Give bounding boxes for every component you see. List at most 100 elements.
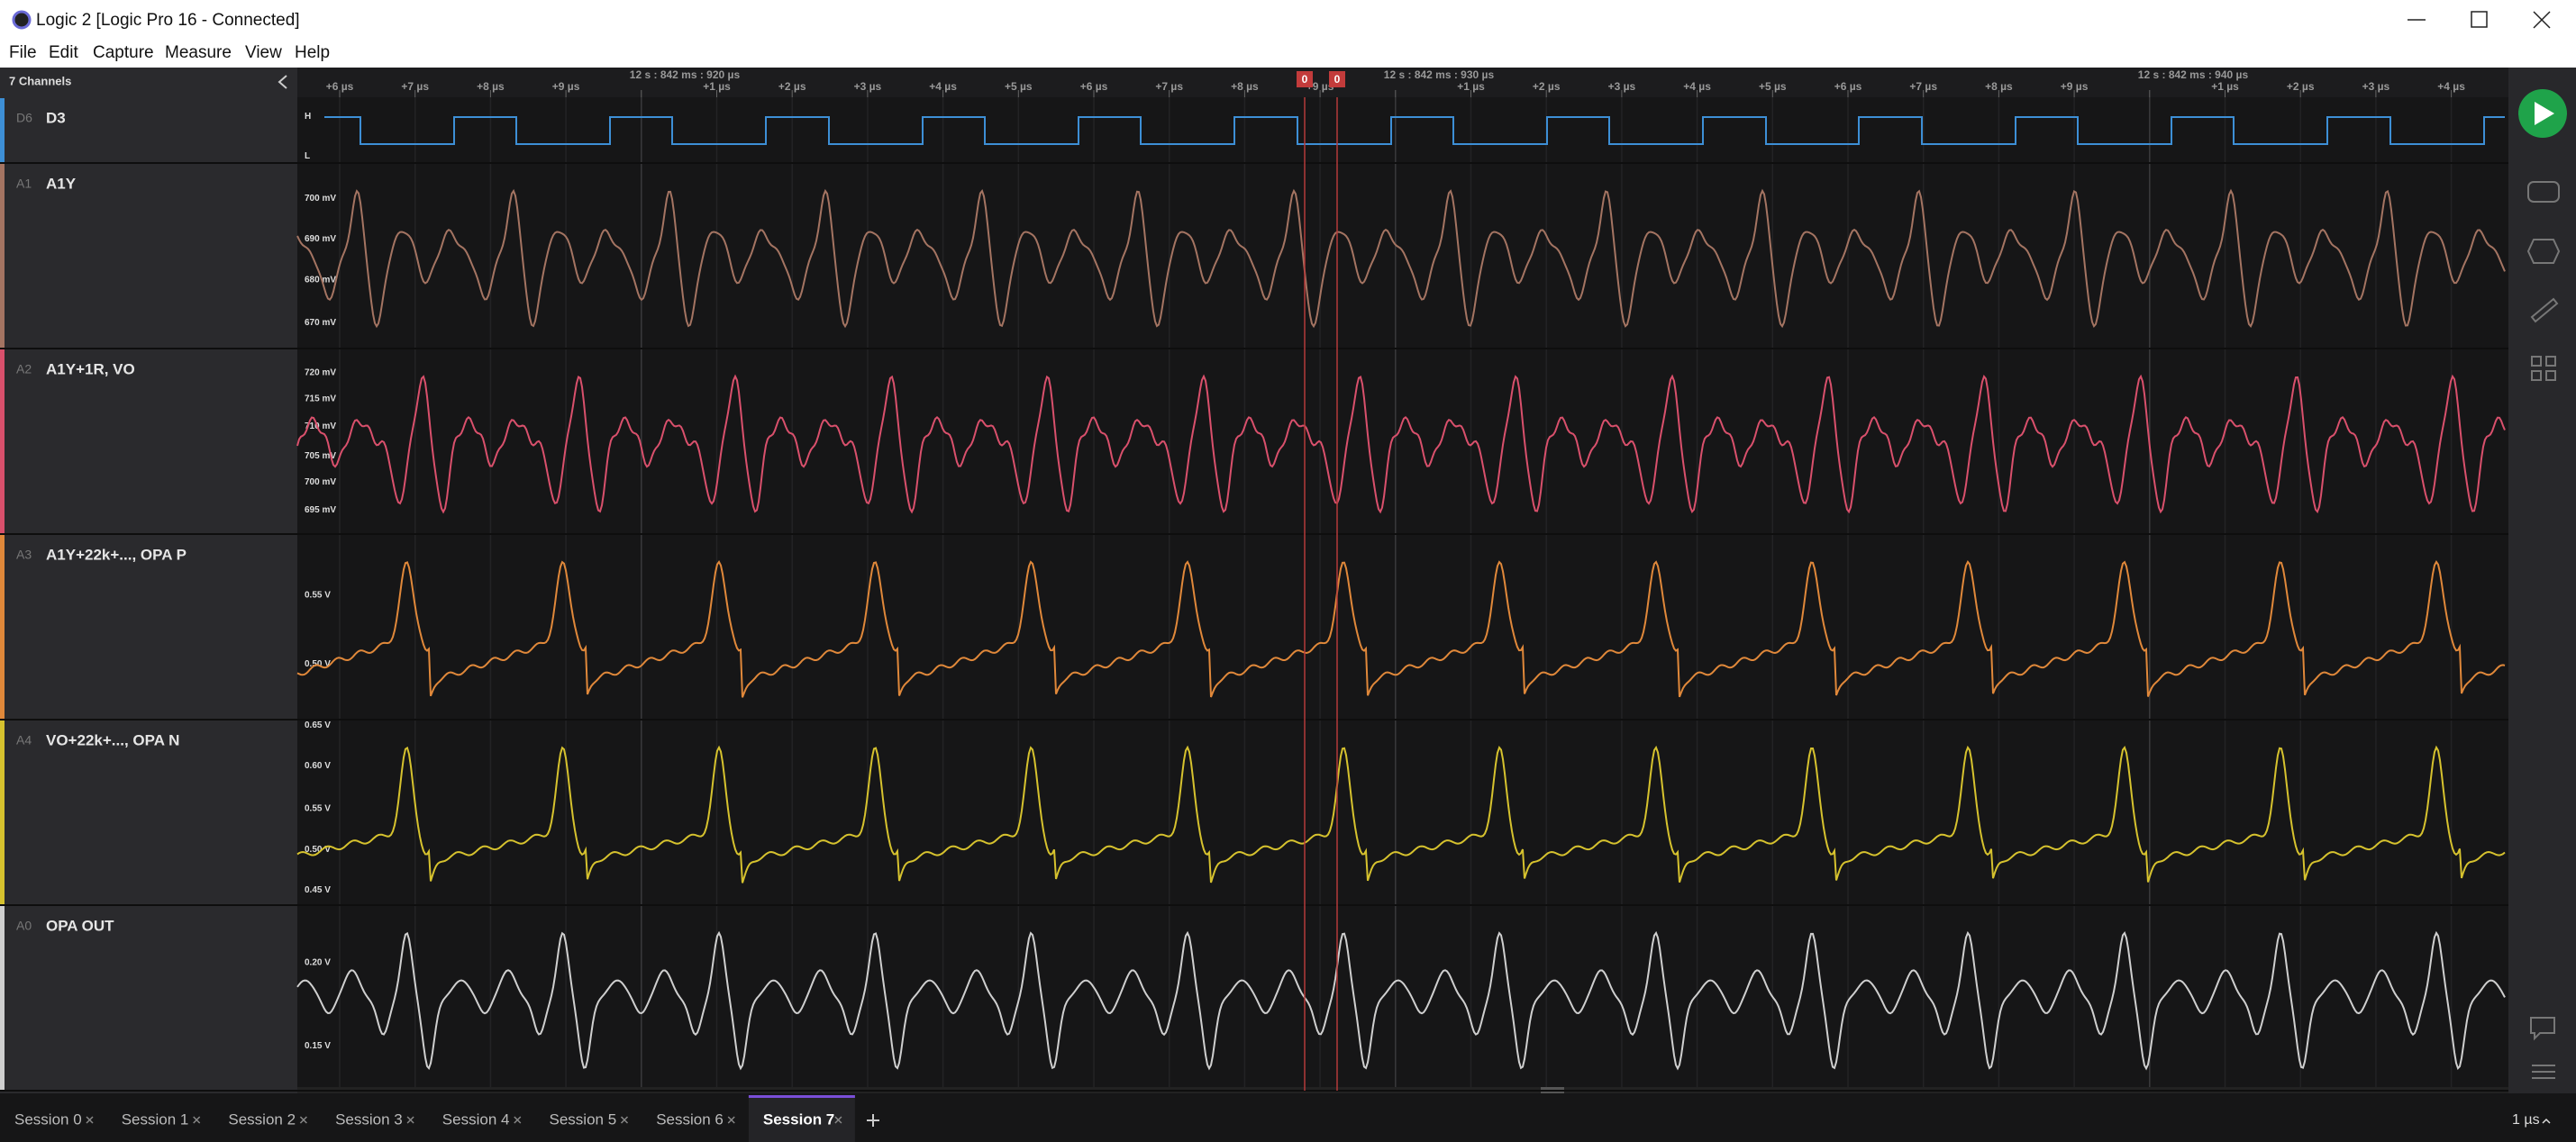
channel-color-strip: [0, 349, 5, 533]
ruler-label: +8 µs: [1985, 80, 2013, 93]
session-tab[interactable]: Session 3: [335, 1110, 403, 1128]
channel-panel: [0, 68, 297, 1093]
ruler-label: +4 µs: [2437, 80, 2465, 93]
scale-label: 0.60 V: [305, 761, 331, 771]
close-tab[interactable]: [834, 1116, 842, 1124]
scale-label: 690 mV: [305, 234, 336, 244]
ruler-label: +7 µs: [1909, 80, 1937, 93]
ruler-label: +3 µs: [1608, 80, 1636, 93]
scale-label: 670 mV: [305, 318, 336, 328]
close-tab[interactable]: [620, 1116, 629, 1124]
scale-label: 0.45 V: [305, 885, 331, 895]
panel-header: 7 Channels: [9, 74, 71, 87]
scale-label: 710 mV: [305, 421, 336, 431]
channel-color-strip: [0, 535, 5, 719]
menu-icon[interactable]: [2532, 1065, 2555, 1079]
collapse-panel[interactable]: [278, 75, 287, 89]
add-session[interactable]: [867, 1114, 879, 1127]
scale-label: 0.15 V: [305, 1041, 331, 1051]
scale-label: 0.50 V: [305, 845, 331, 855]
ruler-label: +4 µs: [929, 80, 957, 93]
scale-label: 0.55 V: [305, 804, 331, 814]
ruler-label: +5 µs: [1759, 80, 1787, 93]
maximize-button[interactable]: [2471, 11, 2488, 28]
analyzers-icon[interactable]: [2527, 181, 2560, 203]
ruler-major-label: 12 s : 842 ms : 940 µs: [2138, 68, 2249, 81]
menu-item[interactable]: View: [245, 43, 282, 62]
ruler-label: +3 µs: [854, 80, 882, 93]
menu-item[interactable]: File: [9, 43, 37, 62]
close-tab[interactable]: [406, 1116, 414, 1124]
scale-label: 705 mV: [305, 451, 336, 461]
ruler-label: +7 µs: [401, 80, 429, 93]
channel-id: A3: [16, 548, 32, 562]
channel-name: VO+22k+..., OPA N: [46, 731, 179, 748]
timing-icon[interactable]: [2526, 239, 2561, 264]
scale-label: 695 mV: [305, 505, 336, 515]
scale-label: 715 mV: [305, 394, 336, 403]
ruler-label: +8 µs: [1231, 80, 1259, 93]
ruler-major-label: 12 s : 842 ms : 920 µs: [630, 68, 741, 81]
active-tab-indicator: [748, 1095, 855, 1098]
channel-name: A1Y+1R, VO: [46, 360, 135, 377]
window-title: Logic 2 [Logic Pro 16 - Connected]: [36, 11, 300, 30]
channel-id: A4: [16, 733, 32, 748]
session-bar: [0, 1093, 2576, 1142]
session-tab[interactable]: Session 6: [656, 1110, 724, 1128]
ruler-label: +2 µs: [1533, 80, 1561, 93]
time-ruler: [297, 68, 2508, 97]
extensions-icon[interactable]: [2531, 356, 2556, 381]
session-tab[interactable]: Session 0: [14, 1110, 82, 1128]
channel-name: D3: [46, 109, 66, 126]
ruler-label: +6 µs: [1834, 80, 1862, 93]
waveform: [296, 559, 2506, 698]
menu-item[interactable]: Capture: [93, 43, 154, 62]
play-icon: [2535, 102, 2554, 125]
ruler-major-label: 12 s : 842 ms : 930 µs: [1384, 68, 1495, 81]
waveform: [324, 116, 2505, 145]
channel-color-strip: [0, 906, 5, 1090]
menu-item[interactable]: Help: [295, 43, 330, 62]
channel-id: A1: [16, 177, 32, 191]
ruler-label: +1 µs: [1457, 80, 1485, 93]
ruler-label: +4 µs: [1683, 80, 1711, 93]
right-sidebar: [2508, 68, 2576, 1093]
close-button[interactable]: [2533, 11, 2551, 29]
marker-badge[interactable]: [1297, 71, 1313, 87]
session-tab[interactable]: Session 1: [122, 1110, 189, 1128]
close-tab[interactable]: [727, 1116, 735, 1124]
ruler-label: +9 µs: [1306, 80, 1334, 93]
scale-label: 0.65 V: [305, 721, 331, 730]
close-tab[interactable]: [86, 1116, 94, 1124]
channel-color-strip: [0, 98, 5, 162]
channel-name: A1Y: [46, 175, 77, 192]
waveform: [296, 930, 2506, 1071]
scale-label: 700 mV: [305, 194, 336, 204]
ruler-label: +9 µs: [552, 80, 580, 93]
zoom-level[interactable]: 1 µs: [2512, 1112, 2540, 1128]
close-tab[interactable]: [514, 1116, 522, 1124]
channel-color-strip: [0, 721, 5, 904]
session-tab[interactable]: Session 4: [442, 1110, 510, 1128]
ruler-label: +9 µs: [2061, 80, 2089, 93]
close-tab[interactable]: [299, 1116, 307, 1124]
menu-item[interactable]: Measure: [165, 43, 232, 62]
marker-badge[interactable]: [1329, 71, 1345, 87]
scale-label: 0.50 V: [305, 659, 331, 669]
ruler-label: +3 µs: [2362, 80, 2390, 93]
session-tab[interactable]: Session 5: [550, 1110, 617, 1128]
menu-item[interactable]: Edit: [49, 43, 78, 62]
ruler-label: +6 µs: [326, 80, 354, 93]
ruler-label: +2 µs: [2287, 80, 2315, 93]
app-icon: [12, 10, 32, 30]
close-tab[interactable]: [193, 1116, 201, 1124]
ruler-label: +7 µs: [1155, 80, 1183, 93]
feedback-icon[interactable]: [2530, 1017, 2555, 1041]
title-bar: [0, 0, 2576, 68]
scale-label: L: [305, 151, 310, 161]
measure-icon[interactable]: [2530, 297, 2559, 323]
session-tab[interactable]: Session 2: [228, 1110, 296, 1128]
scale-label: 680 mV: [305, 275, 336, 285]
channel-name: A1Y+22k+..., OPA P: [46, 546, 187, 563]
session-tab[interactable]: Session 7: [763, 1110, 834, 1128]
